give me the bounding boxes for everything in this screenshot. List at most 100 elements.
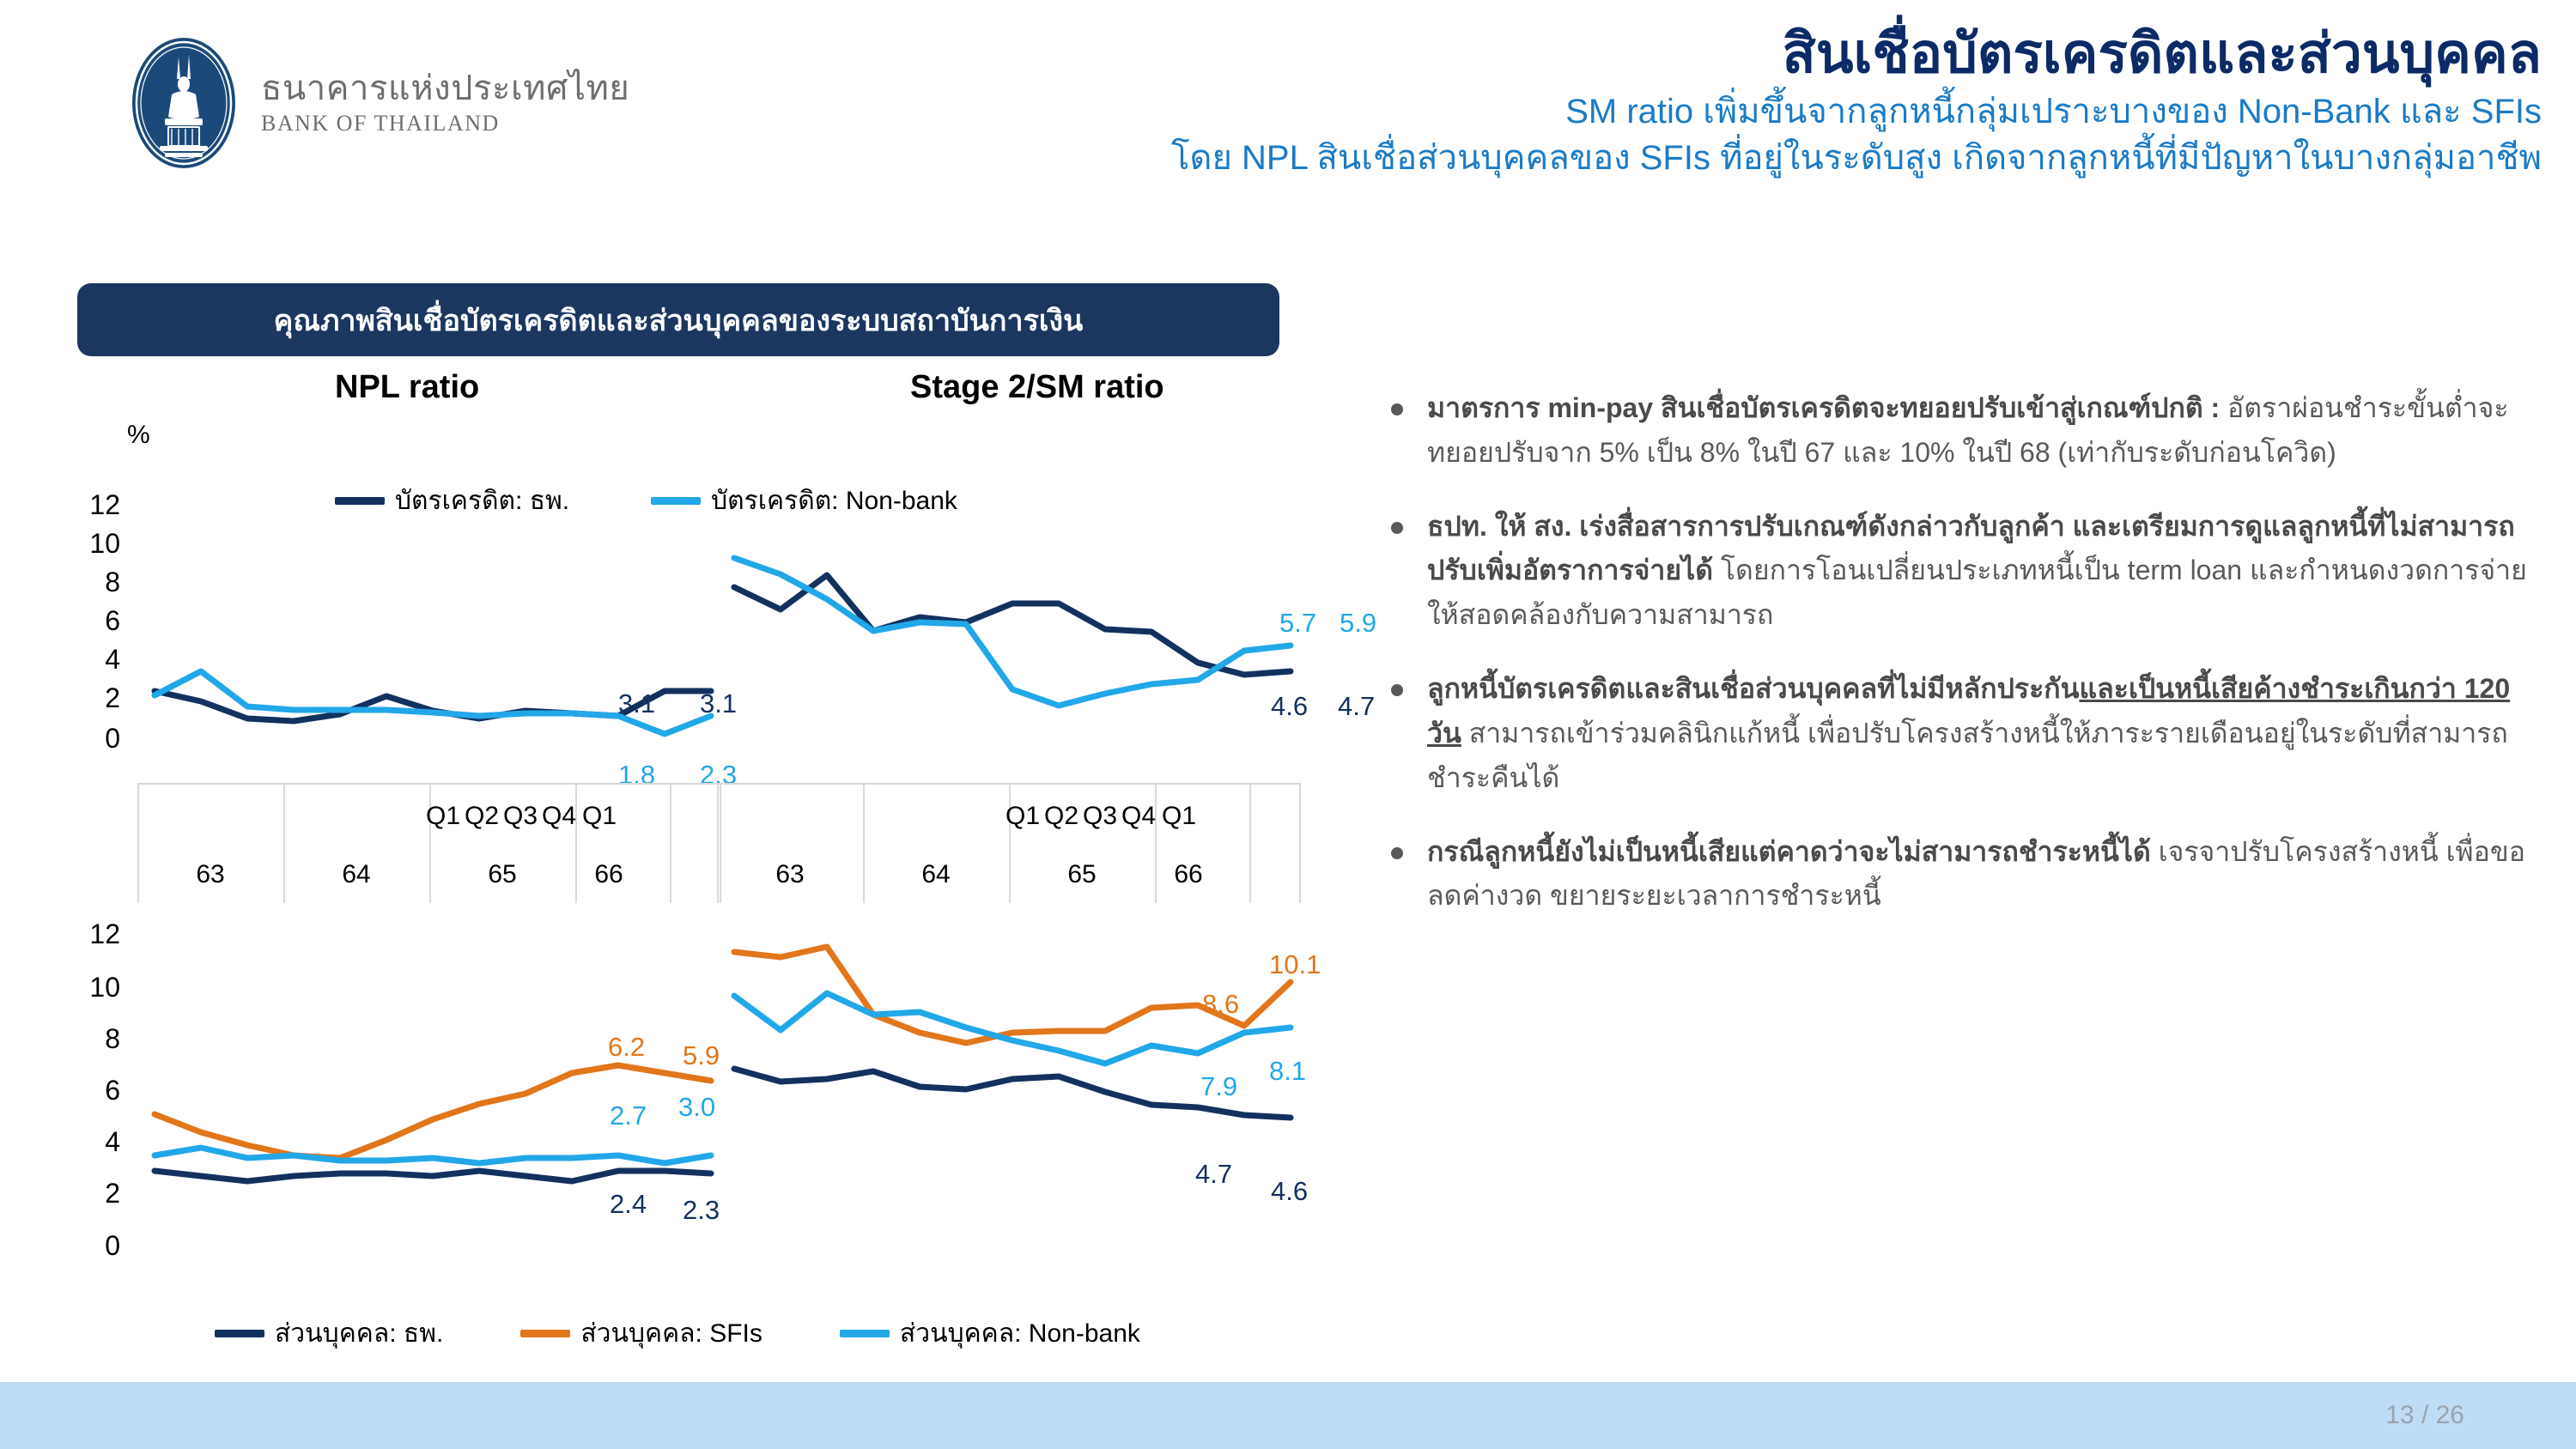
data-label-npl-nonbank-q4: 1.8 [618,760,656,790]
data-label-sm-bank-q4: 4.6 [1271,691,1309,721]
xtick-q3-65: Q3 [1082,802,1118,830]
xtick-q1-66: Q1 [1161,802,1197,830]
section-banner-label: คุณภาพสินเชื่อบัตรเครดิตและส่วนบุคคลของร… [273,304,1084,337]
ytick-4: 4 [105,644,120,675]
legend-swatch-icon [520,1330,571,1337]
legend-item-personal-bank[interactable]: ส่วนบุคคล: ธพ. [215,1313,443,1354]
xtick-q1-65: Q1 [1005,802,1041,830]
ytick-12: 12 [89,489,120,520]
bullet-text-2: ธปท. ให้ สง. เร่งสื่อสารการปรับเกณฑ์ดังก… [1427,505,2542,638]
legend-item-credit-nonbank[interactable]: บัตรเครดิต: Non-bank [651,481,957,521]
bullet-strong-2: ธปท. ให้ สง. เร่งสื่อสารการปรับเกณฑ์ดังก… [1427,510,2515,586]
ytick-b-4: 4 [105,1126,120,1157]
legend-label: บัตรเครดิต: ธพ. [395,487,570,515]
legend-label: ส่วนบุคคล: Non-bank [899,1319,1140,1348]
page-number: 13 / 26 [2385,1401,2464,1429]
data-label-sm-pl-sfis-q4: 8.6 [1202,989,1240,1019]
xtick-q2-65: Q2 [464,802,500,830]
y-axis-unit: % [127,421,150,449]
ytick-10: 10 [89,528,120,559]
legend-label: บัตรเครดิต: Non-bank [711,487,957,515]
xtick-year-64: 64 [921,860,951,888]
ytick-b-6: 6 [105,1075,120,1106]
legend-bottom: ส่วนบุคคล: ธพ. ส่วนบุคคล: SFIs ส่วนบุคคล… [215,1313,1140,1354]
data-label-npl-bank-q4: 3.1 [618,688,656,718]
legend-item-personal-nonbank[interactable]: ส่วนบุคคล: Non-bank [839,1313,1140,1354]
page-subtitle-1: SM ratio เพิ่มขึ้นจากลูกหนี้กลุ่มเปราะบา… [1565,93,2542,131]
data-label-sm-bank-q1: 4.7 [1338,691,1376,721]
x-axis-right: Q1 Q2 Q3 Q4 Q1 63 64 65 66 [717,783,1318,903]
xtick-year-65: 65 [1067,860,1097,888]
data-label-npl-bank-q1: 3.1 [700,688,738,718]
legend-swatch-icon [215,1330,264,1337]
ytick-8: 8 [105,567,120,597]
data-label-npl-pl-sfis-q4: 6.2 [608,1032,646,1062]
data-label-npl-pl-bank-q4: 2.4 [610,1189,647,1219]
data-label-npl-pl-bank-q1: 2.3 [683,1195,720,1225]
xtick-q2-65: Q2 [1043,802,1079,830]
legend-item-personal-sfis[interactable]: ส่วนบุคคล: SFIs [520,1313,762,1354]
chart-npl-credit-card [151,668,714,737]
data-label-npl-pl-sfis-q1: 5.9 [683,1040,720,1070]
ytick-b-8: 8 [105,1023,120,1054]
legend-swatch-icon [651,497,702,505]
bullet-rest-4: เจรจาปรับโครงสร้างหนี้ เพื่อขอลดค่างวด ข… [1427,835,2525,912]
chart-sm-personal-loan [731,943,1294,1121]
xtick-q4-65: Q4 [1121,802,1157,830]
legend-top: บัตรเครดิต: ธพ. บัตรเครดิต: Non-bank [335,481,957,521]
xtick-year-65: 65 [488,860,517,888]
page-subtitle-2: โดย NPL สินเชื่อส่วนบุคคลของ SFIs ที่อยู… [1171,139,2542,178]
legend-label: ส่วนบุคคล: SFIs [580,1319,762,1348]
data-label-npl-pl-nonbank-q4: 2.7 [610,1100,647,1131]
ytick-6: 6 [105,605,120,636]
xtick-q4-65: Q4 [541,802,577,830]
bullet-strong-1: มาตรการ min-pay สินเชื่อบัตรเครดิตจะทยอย… [1427,392,2221,423]
logo-english-name: BANK OF THAILAND [261,111,500,136]
series-line-personal-nonbank [151,1144,714,1167]
key-points-panel: มาตรการ min-pay สินเชื่อบัตรเครดิตจะทยอย… [1391,386,2542,948]
bullet-underline-3: และเป็นหนี้เสียค้างชำระเกินกว่า 120 วัน [1427,673,2511,749]
bullet-rest-2: โดยการโอนเปลี่ยนประเภทหนี้เป็น term loan… [1427,555,2527,631]
x-axis-left: Q1 Q2 Q3 Q4 Q1 63 64 65 66 [137,783,1322,903]
xtick-year-66: 66 [1174,860,1203,888]
series-line-personal-bank [151,1167,714,1185]
bullet-strong-3: ลูกหนี้บัตรเครดิตและสินเชื่อส่วนบุคคลที่… [1427,673,2080,705]
bullet-dot-icon [1391,403,1403,415]
chart-sm-credit-card [731,555,1294,709]
bullet-strong-4: กรณีลูกหนี้ยังไม่เป็นหนี้เสียแต่คาดว่าจะ… [1427,835,2151,867]
xtick-year-66: 66 [594,860,623,888]
series-line-credit-nonbank [151,668,714,737]
data-label-npl-pl-nonbank-q1: 3.0 [678,1092,716,1122]
data-label-sm-nonbank-q1: 5.9 [1340,608,1377,638]
data-label-sm-nonbank-q4: 5.7 [1279,608,1317,638]
section-banner: คุณภาพสินเชื่อบัตรเครดิตและส่วนบุคคลของร… [77,283,1279,356]
series-line-personal-nonbank [731,990,1294,1067]
data-label-sm-pl-sfis-q1: 10.1 [1269,949,1321,979]
ytick-0: 0 [105,723,120,754]
legend-item-credit-bank[interactable]: บัตรเครดิต: ธพ. [335,481,569,521]
xtick-year-63: 63 [196,860,225,888]
bullet-dot-icon [1391,521,1403,534]
bullet-item-3: ลูกหนี้บัตรเครดิตและสินเชื่อส่วนบุคคลที่… [1391,667,2542,800]
xtick-year-63: 63 [775,860,805,888]
ytick-b-0: 0 [105,1230,120,1261]
xtick-year-64: 64 [342,860,371,888]
bullet-text-4: กรณีลูกหนี้ยังไม่เป็นหนี้เสียแต่คาดว่าจะ… [1427,830,2542,919]
bullet-item-2: ธปท. ให้ สง. เร่งสื่อสารการปรับเกณฑ์ดังก… [1391,505,2542,638]
bot-logo: ธนาคารแห่งประเทศไทย BANK OF THAILAND [129,34,629,172]
ytick-2: 2 [105,682,120,713]
data-label-sm-pl-nonbank-q4: 7.9 [1200,1071,1238,1101]
bullet-dot-icon [1391,846,1403,859]
bullet-item-1: มาตรการ min-pay สินเชื่อบัตรเครดิตจะทยอย… [1391,386,2542,476]
bullet-rest-1: อัตราผ่อนชำระขั้นต่ำจะทยอยปรับจาก 5% เป็… [1427,392,2509,468]
ytick-b-10: 10 [89,972,120,1003]
series-line-credit-bank [731,572,1294,678]
logo-thai-name: ธนาคารแห่งประเทศไทย [261,70,630,107]
header: สินเชื่อบัตรเครดิตและส่วนบุคคล SM ratio … [567,23,2542,181]
data-label-sm-pl-bank-q4: 4.7 [1195,1159,1233,1189]
bullet-item-4: กรณีลูกหนี้ยังไม่เป็นหนี้เสียแต่คาดว่าจะ… [1391,830,2542,919]
data-label-sm-pl-nonbank-q1: 8.1 [1269,1056,1307,1086]
xtick-q1-66: Q1 [581,802,617,830]
bullet-dot-icon [1391,684,1403,697]
